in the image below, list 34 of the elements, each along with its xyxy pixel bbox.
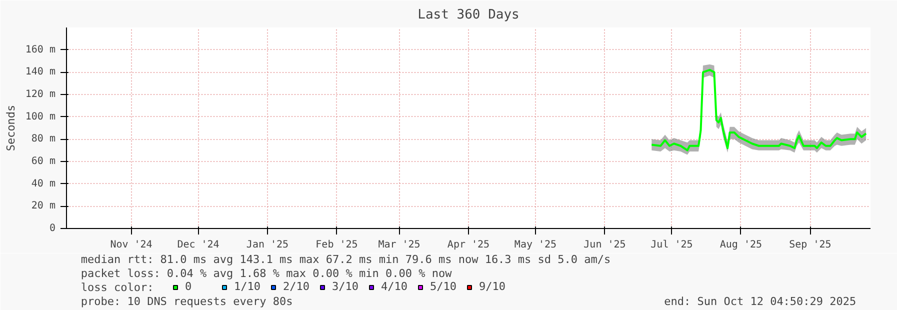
y-tick-label: 0 (49, 223, 56, 234)
legend-label: 2/10 (283, 280, 310, 293)
legend-label: 3/10 (332, 280, 360, 293)
x-tick-label: Mar '25 (378, 240, 420, 250)
y-tick-label: 140 m (25, 66, 56, 78)
chart-title: Last 360 Days (418, 8, 520, 22)
y-tick-label: 120 m (25, 89, 56, 100)
y-tick-label: 80 m (31, 134, 56, 145)
x-tick-label: Jul '25 (650, 240, 693, 250)
x-tick-label: May '25 (514, 240, 557, 250)
x-tick-label: Apr '25 (447, 240, 490, 250)
x-tick-label: Sep '25 (789, 240, 832, 250)
y-axis-title: Seconds (4, 104, 18, 152)
y-tick-label: 40 m (31, 178, 56, 190)
legend-title: loss color: (80, 281, 154, 294)
legend-label: 5/10 (430, 280, 458, 293)
text: median rtt: 81.0 ms avg 143.1 ms max 67.2 ms min 79.6 ms now 16.3 ms sd 5.0 am/s (80, 253, 611, 266)
legend-label: 9/10 (479, 280, 506, 293)
x-tick-label: Aug '25 (720, 240, 762, 250)
x-tick-label: Nov '24 (110, 240, 152, 250)
legend-label: 0 (185, 280, 193, 293)
legend-label: 1/10 (234, 280, 262, 293)
x-tick-label: Jan '25 (246, 240, 289, 250)
text: probe: 10 DNS requests every 80s (80, 295, 293, 308)
y-tick-label: 60 m (31, 156, 56, 167)
text: packet loss: 0.04 % avg 1.68 % max 0.00 % min 0.00 % now (80, 267, 452, 280)
x-tick-label: Jun '25 (584, 240, 626, 250)
y-tick-label: 160 m (25, 44, 56, 56)
y-tick-label: 20 m (31, 200, 56, 212)
text: end: Sun Oct 12 04:50:29 2025 (664, 295, 856, 308)
x-tick-label: Dec '24 (177, 240, 220, 250)
x-tick-label: Feb '25 (316, 240, 358, 250)
y-tick-label: 100 m (25, 111, 56, 122)
legend-label: 4/10 (381, 280, 408, 293)
